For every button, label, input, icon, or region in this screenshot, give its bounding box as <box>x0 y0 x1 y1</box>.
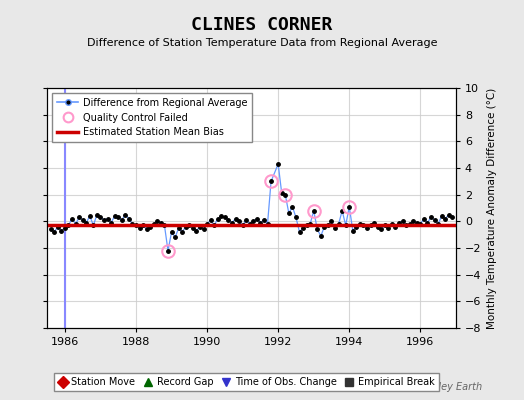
Legend: Difference from Regional Average, Quality Control Failed, Estimated Station Mean: Difference from Regional Average, Qualit… <box>52 93 253 142</box>
Legend: Station Move, Record Gap, Time of Obs. Change, Empirical Break: Station Move, Record Gap, Time of Obs. C… <box>54 373 439 391</box>
Y-axis label: Monthly Temperature Anomaly Difference (°C): Monthly Temperature Anomaly Difference (… <box>487 87 497 329</box>
Text: CLINES CORNER: CLINES CORNER <box>191 16 333 34</box>
Text: Difference of Station Temperature Data from Regional Average: Difference of Station Temperature Data f… <box>87 38 437 48</box>
Text: Berkeley Earth: Berkeley Earth <box>410 382 482 392</box>
